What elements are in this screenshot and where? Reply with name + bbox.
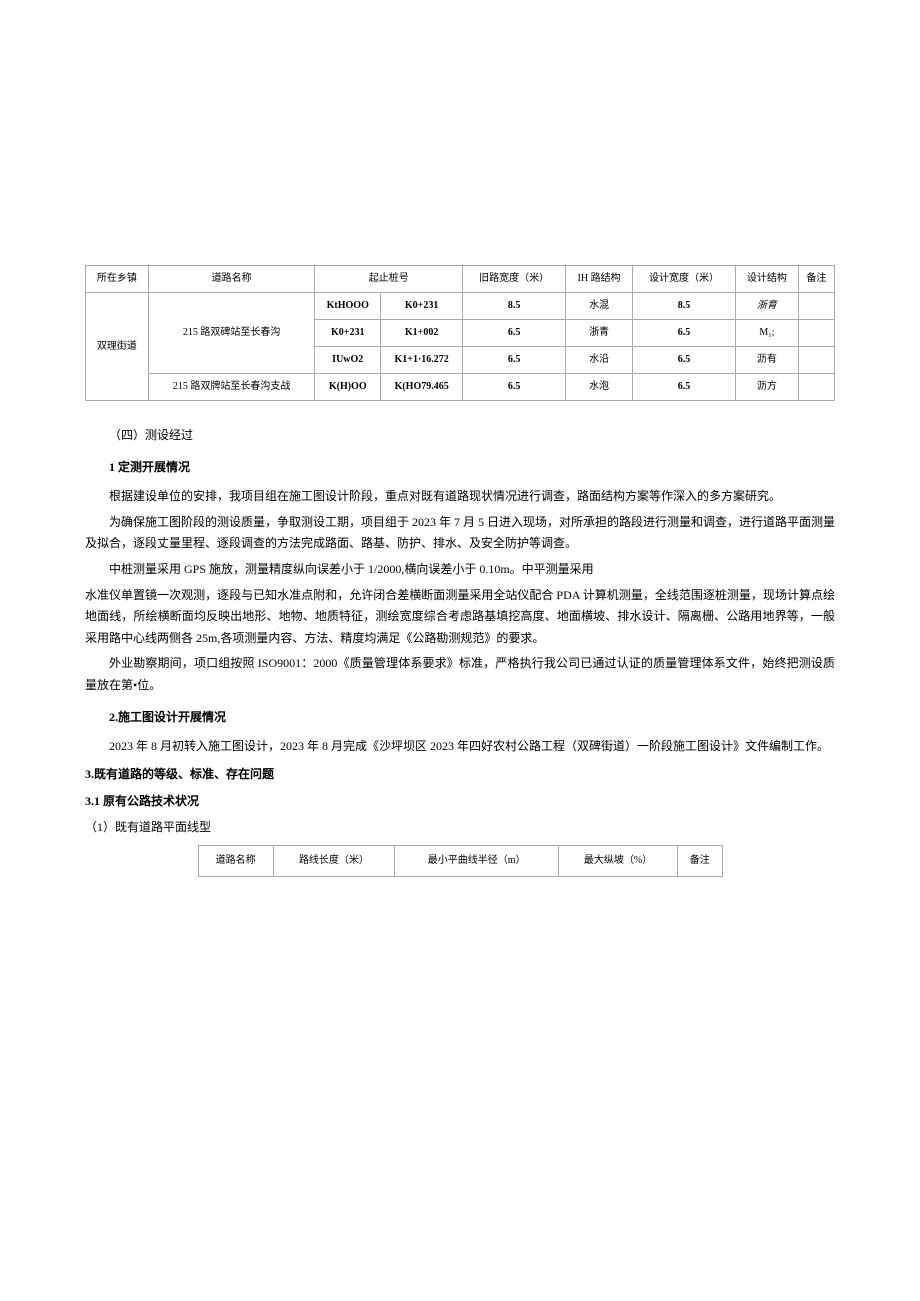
cell-note: [798, 293, 834, 320]
cell-des-s: 沥方: [735, 374, 798, 401]
cell-to: K1+1·16.272: [381, 347, 463, 374]
cell-from: K(H)OO: [315, 374, 381, 401]
section-3-title: 3.既有道路的等级、标准、存在问题: [85, 764, 835, 786]
col-road-name: 道路名称: [198, 845, 273, 876]
cell-old-w: 6.5: [463, 347, 566, 374]
cell-old-w: 6.5: [463, 374, 566, 401]
cell-des-w: 6.5: [633, 347, 736, 374]
cell-road: 215 路双牌站至长春沟支战: [148, 374, 314, 401]
road-geometry-table: 道路名称 路线长度（米） 最小平曲线半径（m） 最大纵坡（%） 备注: [198, 845, 723, 877]
cell-to: K1+002: [381, 320, 463, 347]
cell-note: [798, 374, 834, 401]
section-3-1-title: 3.1 原有公路技术状况: [85, 791, 835, 813]
table-row: 215 路双牌站至长春沟支战 K(H)OO K(HO79.465 6.5 水泡 …: [86, 374, 835, 401]
cell-township: 双理街道: [86, 293, 149, 401]
section-4-1-title: 1 定测开展情况: [85, 457, 835, 479]
cell-des-w: 6.5: [633, 320, 736, 347]
road-specs-table: 所在乡镇 道路名称 起止桩号 旧路宽度（米） IH 路结构 设计宽度（米） 设计…: [85, 265, 835, 401]
section-4-title: （四）测设经过: [85, 425, 835, 447]
cell-from: KtHOOO: [315, 293, 381, 320]
cell-old-w: 8.5: [463, 293, 566, 320]
col-township: 所在乡镇: [86, 266, 149, 293]
cell-to: K(HO79.465: [381, 374, 463, 401]
cell-old-s: 水泡: [566, 374, 633, 401]
cell-des-w: 8.5: [633, 293, 736, 320]
col-road-name: 道路名称: [148, 266, 314, 293]
paragraph: 外业勘察期间，项口组按照 ISO9001：2000《质量管理体系要求》标准，严格…: [85, 653, 835, 696]
cell-old-s: 浙青: [566, 320, 633, 347]
cell-old-s: 水混: [566, 293, 633, 320]
paragraph: 为确保施工图阶段的测设质量，争取测设工期，项目组于 2023 年 7 月 5 日…: [85, 512, 835, 555]
col-note: 备注: [677, 845, 722, 876]
col-min-radius: 最小平曲线半径（m）: [395, 845, 559, 876]
cell-to: K0+231: [381, 293, 463, 320]
col-max-slope: 最大纵坡（%）: [559, 845, 678, 876]
cell-des-s: 浙育: [735, 293, 798, 320]
paragraph: 根据建设单位的安排，我项目组在施工图设计阶段，重点对既有道路现状情况进行调查，路…: [85, 486, 835, 508]
cell-from: K0+231: [315, 320, 381, 347]
cell-note: [798, 347, 834, 374]
col-old-width: 旧路宽度（米）: [463, 266, 566, 293]
cell-des-w: 6.5: [633, 374, 736, 401]
section-3-1-1: （1）既有道路平面线型: [85, 817, 835, 839]
cell-old-w: 6.5: [463, 320, 566, 347]
cell-des-s: 沥有: [735, 347, 798, 374]
paragraph: 中桩测量采用 GPS 施放，测量精度纵向误差小于 1/2000,横向误差小于 0…: [85, 559, 835, 581]
col-old-struct: IH 路结构: [566, 266, 633, 293]
section-4-2-title: 2.施工图设计开展情况: [85, 707, 835, 729]
cell-road: 215 路双碑站至长春沟: [148, 293, 314, 374]
col-station: 起止桩号: [315, 266, 463, 293]
cell-note: [798, 320, 834, 347]
table-row: 双理街道 215 路双碑站至长春沟 KtHOOO K0+231 8.5 水混 8…: [86, 293, 835, 320]
col-des-width: 设计宽度（米）: [633, 266, 736, 293]
paragraph: 2023 年 8 月初转入施工图设计，2023 年 8 月完成《沙坪坝区 202…: [85, 736, 835, 758]
col-length: 路线长度（米）: [273, 845, 394, 876]
cell-des-s: M₁;: [735, 320, 798, 347]
cell-old-s: 水沿: [566, 347, 633, 374]
cell-from: IUwO2: [315, 347, 381, 374]
paragraph: 水准仪单置镜一次观测，逐段与已知水准点附和，允许闭合差横断面测量采用全站仪配合 …: [85, 585, 835, 650]
col-des-struct: 设计结构: [735, 266, 798, 293]
col-note: 备注: [798, 266, 834, 293]
table-header: 所在乡镇 道路名称 起止桩号 旧路宽度（米） IH 路结构 设计宽度（米） 设计…: [86, 266, 835, 293]
